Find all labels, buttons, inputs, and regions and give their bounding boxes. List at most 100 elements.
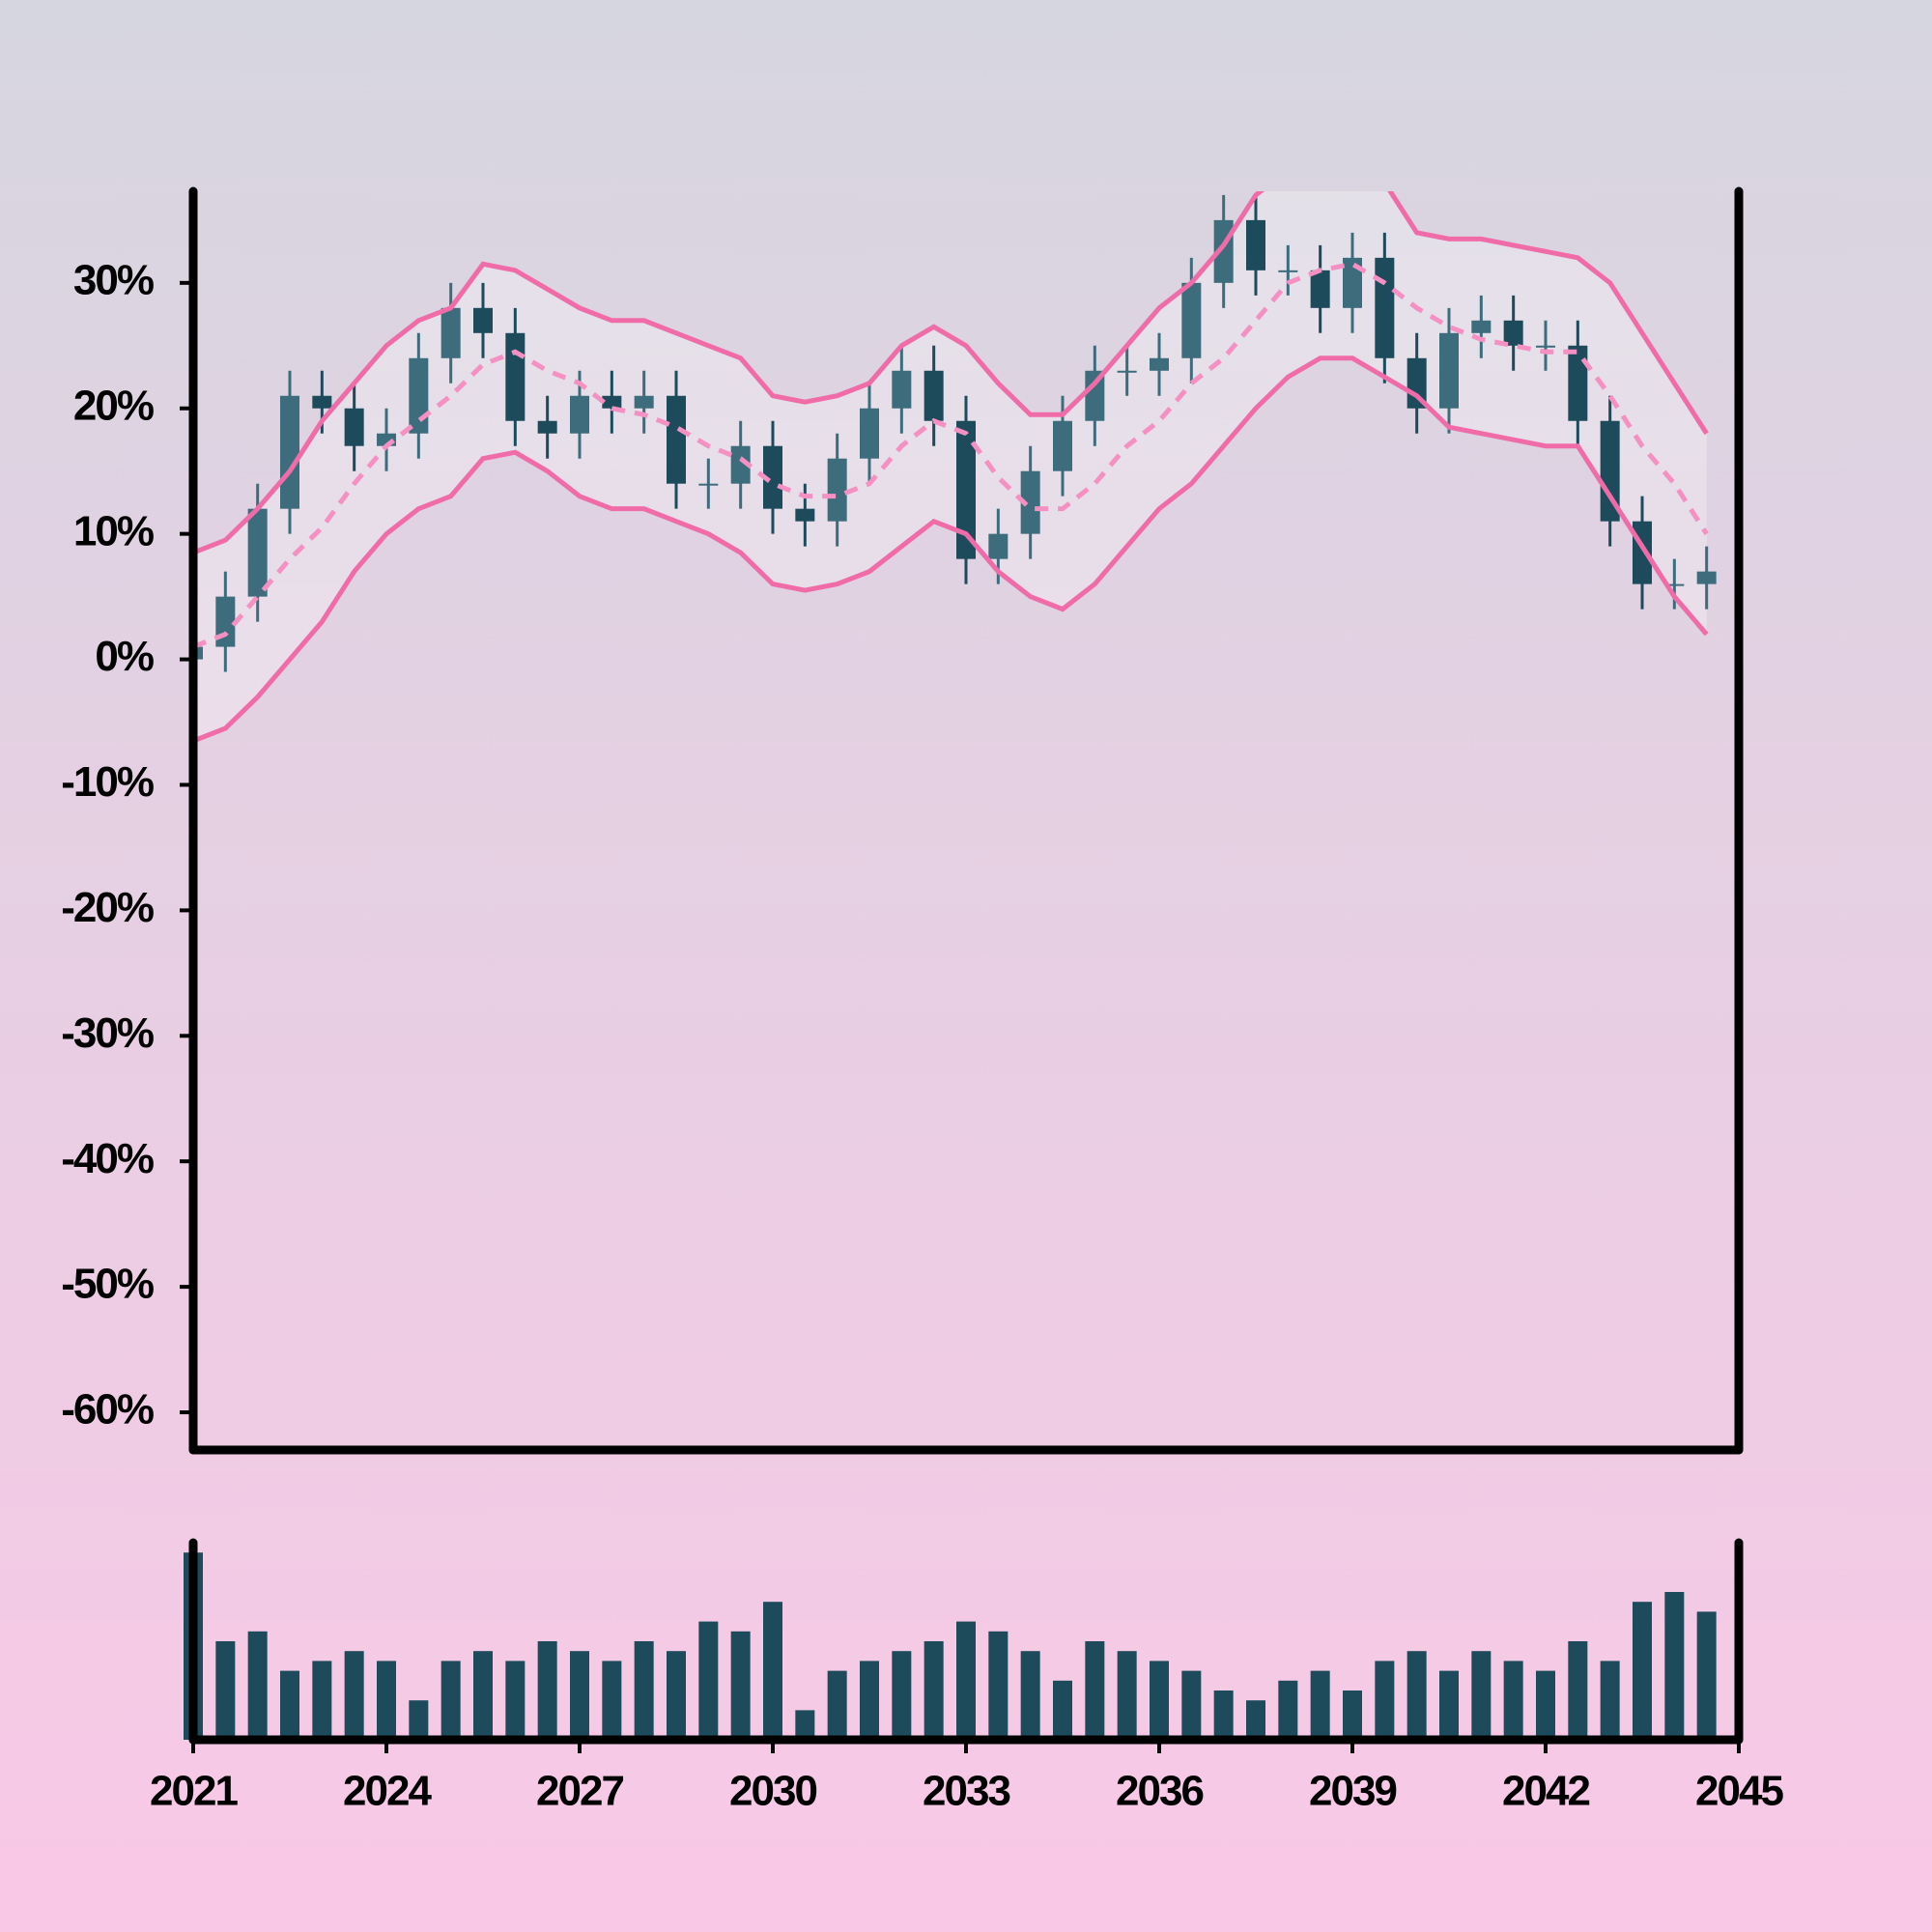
y-tick-label: -40% [61, 1135, 154, 1182]
volume-bar [860, 1661, 879, 1740]
candle-body [537, 420, 557, 434]
candle-body [827, 458, 847, 522]
volume-bar [1181, 1670, 1202, 1740]
x-tick-label: 2027 [536, 1768, 623, 1815]
volume-bar [570, 1651, 589, 1740]
volume-bar [1053, 1680, 1072, 1740]
x-tick-label: 2033 [923, 1768, 1009, 1815]
volume-bar [1406, 1651, 1427, 1740]
band-fill [193, 191, 1707, 742]
volume-bar [988, 1631, 1009, 1740]
candle-body [602, 395, 622, 409]
x-tick-label: 2045 [1695, 1768, 1783, 1815]
candle-body [1568, 345, 1588, 421]
candle-body [1310, 270, 1330, 308]
candle-body [667, 395, 686, 484]
plot-area [193, 191, 1717, 744]
candle-body [344, 408, 364, 446]
candle-body [1471, 320, 1492, 333]
volume-bar [1600, 1661, 1620, 1740]
candle-body [763, 445, 782, 509]
x-tick-label: 2036 [1116, 1768, 1203, 1815]
volume-bar [923, 1641, 944, 1740]
volume-bar [956, 1621, 976, 1740]
candle-body [1600, 420, 1620, 522]
volume-bar [312, 1661, 332, 1740]
middle-band [193, 261, 1709, 649]
candle-body [923, 370, 944, 421]
candle-body [1375, 257, 1395, 358]
volume-bar [1085, 1641, 1105, 1740]
volume-bar [892, 1651, 912, 1740]
candle-body [312, 395, 332, 409]
candle-body [1181, 282, 1202, 358]
candle-body [473, 307, 493, 333]
volume-bar [602, 1661, 622, 1740]
volume-bar [634, 1641, 654, 1740]
volume-bar [1696, 1611, 1717, 1740]
candle-body [247, 508, 268, 597]
axes: -60% -50% -40% -30% -20% -10% 0% 10% 20% 30% 2021 2… [61, 186, 1785, 1815]
volume-bar [1375, 1661, 1395, 1740]
volume-bar [440, 1661, 461, 1740]
volume-bar [730, 1631, 751, 1740]
volume-bar [280, 1670, 299, 1740]
volume-bar [215, 1641, 236, 1740]
y-tick-label: -60% [61, 1386, 154, 1434]
candle-body [1696, 571, 1717, 584]
volume-bar [473, 1651, 493, 1740]
candle-body [1664, 583, 1685, 586]
volume-bar [1439, 1670, 1459, 1740]
y-tick-label: 0% [95, 633, 153, 680]
volume-bar [827, 1670, 847, 1740]
volume-bar [1471, 1651, 1492, 1740]
volume-bar [1213, 1690, 1234, 1740]
candle-body [193, 646, 203, 660]
candle-body [860, 408, 879, 459]
candle-body [795, 508, 815, 522]
y-tick-label: 20% [73, 382, 154, 429]
x-tick-label: 2039 [1309, 1768, 1396, 1815]
candle-body [1117, 370, 1137, 373]
candle-body [892, 370, 912, 409]
volume-bar [667, 1651, 686, 1740]
volume-bar [409, 1700, 429, 1740]
volume-bar [1246, 1700, 1265, 1740]
y-tick-label: 30% [73, 256, 154, 303]
candle-body [1503, 320, 1523, 346]
volume-bar [1117, 1651, 1137, 1740]
volume-bar [505, 1661, 526, 1740]
candle-body [1246, 219, 1265, 270]
volume-bar [763, 1602, 782, 1740]
candle-body [1439, 332, 1459, 409]
volume-bar [1310, 1670, 1330, 1740]
candle-body [956, 420, 976, 559]
candle-body [1053, 420, 1072, 471]
volume-bar [1503, 1661, 1523, 1740]
volume-bar [1278, 1680, 1298, 1740]
upper-band [193, 191, 1709, 555]
y-tick-label: -10% [61, 758, 154, 806]
x-tick-label: 2042 [1502, 1768, 1589, 1815]
x-tick-label: 2030 [729, 1768, 816, 1815]
candle-body [698, 483, 719, 486]
volume-area [184, 1552, 1717, 1740]
volume-bar [698, 1621, 719, 1740]
volume-bar [795, 1710, 815, 1740]
candle-body [280, 395, 299, 509]
volume-bar [1633, 1602, 1652, 1740]
volume-bar [1343, 1690, 1362, 1740]
candle-body [634, 395, 654, 409]
volume-bar [247, 1631, 268, 1740]
volume-bar [377, 1661, 396, 1740]
candle-body [730, 445, 751, 484]
x-tick-label: 2021 [150, 1768, 238, 1815]
candle-body [988, 533, 1009, 559]
candle-body [1085, 370, 1105, 421]
candle-body [1343, 257, 1362, 308]
y-tick-label: 10% [73, 507, 154, 554]
y-tick-label: -20% [61, 884, 154, 931]
y-tick-label: -30% [61, 1009, 154, 1057]
